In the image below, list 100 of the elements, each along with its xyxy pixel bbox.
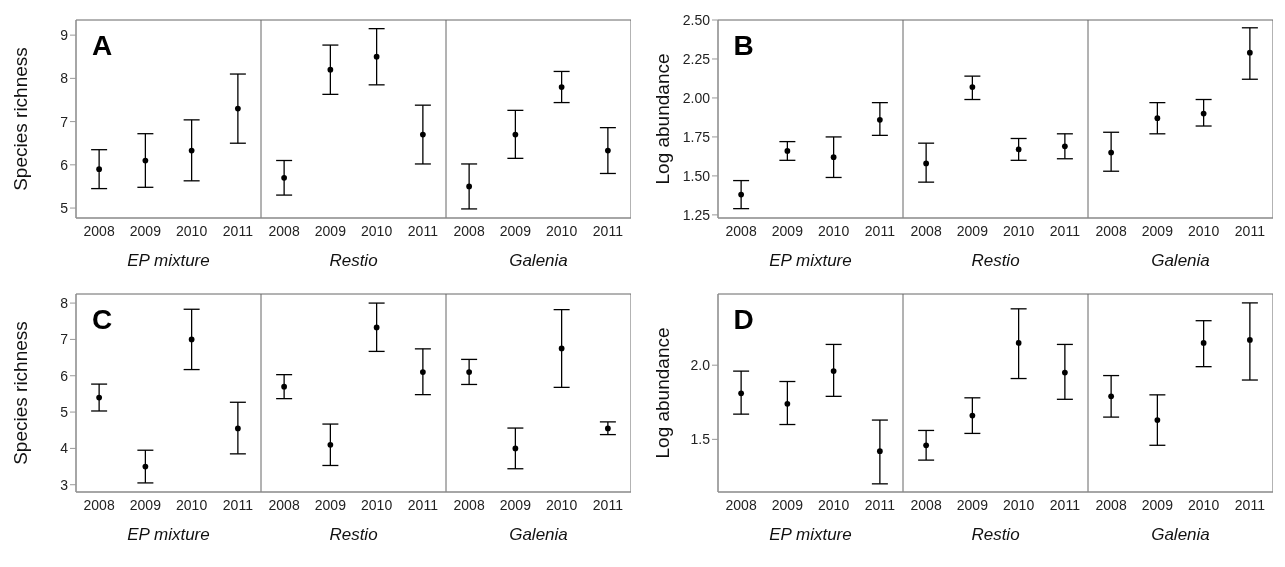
x-tick-label: 2011 [592, 496, 624, 513]
point [373, 53, 380, 60]
x-tick-label: 2010 [176, 496, 208, 513]
y-tick-label: 1.25 [682, 206, 710, 223]
point [1061, 369, 1068, 376]
point [830, 368, 836, 374]
x-tick-label: 2010 [546, 222, 578, 239]
point [281, 383, 287, 390]
x-tick-label: 2008 [453, 222, 485, 239]
point [1107, 393, 1114, 400]
point [1154, 417, 1160, 423]
y-tick-label: 2.0 [690, 357, 710, 374]
point [281, 174, 287, 181]
x-tick-label: 2009 [499, 222, 532, 239]
point [922, 160, 929, 167]
x-tick-label: 2009 [771, 222, 803, 239]
point [922, 442, 929, 449]
x-tick-label: 2010 [817, 496, 849, 513]
point [327, 441, 334, 448]
x-tick-label: 2009 [129, 496, 162, 513]
x-tick-label: 2011 [864, 496, 895, 513]
y-tick-label: 8 [60, 295, 69, 312]
x-tick-label: 2010 [1002, 496, 1034, 513]
point [235, 425, 241, 432]
x-tick-label: 2011 [864, 222, 895, 239]
point [1200, 110, 1206, 117]
x-tick-label: 2009 [129, 222, 162, 239]
point [737, 390, 744, 397]
point [737, 191, 744, 198]
x-tick-label: 2011 [407, 222, 439, 239]
x-tick-label: 2010 [546, 496, 578, 513]
point [96, 166, 102, 173]
point [466, 369, 472, 375]
annotation: B [733, 30, 754, 62]
y-tick-label: 1.5 [690, 431, 710, 448]
x-tick-label: 2011 [592, 222, 624, 239]
point [142, 463, 149, 470]
point [142, 157, 149, 164]
point [1246, 337, 1253, 343]
x-axis-title: Galenia [1150, 525, 1210, 544]
point [327, 66, 334, 73]
y-axis-title: Log abundance [651, 53, 673, 185]
x-axis-title: Restio [329, 251, 378, 270]
y-tick-label: 8 [60, 70, 69, 87]
y-tick-label: 1.75 [682, 128, 710, 145]
point [1061, 143, 1068, 150]
annotation: A [92, 30, 113, 62]
y-tick-label: 2.50 [682, 11, 710, 28]
x-tick-label: 2011 [1234, 222, 1265, 239]
x-tick-label: 2010 [176, 222, 208, 239]
x-tick-label: 2010 [1187, 222, 1219, 239]
point [188, 147, 195, 154]
point [558, 84, 565, 90]
x-axis-title: EP mixture [768, 251, 852, 270]
point [466, 183, 472, 190]
x-tick-label: 2009 [499, 496, 532, 513]
point [1200, 340, 1206, 346]
y-axis-title: Species richness [9, 321, 31, 465]
x-tick-label: 2009 [314, 496, 347, 513]
y-tick-label: 9 [60, 27, 69, 44]
x-axis-title: Galenia [1150, 251, 1210, 270]
point [1154, 115, 1160, 122]
x-axis-title: EP mixture [768, 525, 852, 544]
x-tick-label: 2011 [1049, 222, 1080, 239]
point [235, 105, 241, 112]
point [512, 131, 519, 138]
point [1246, 49, 1253, 56]
point [512, 445, 519, 452]
annotation: C [92, 304, 113, 336]
x-tick-label: 2009 [956, 496, 988, 513]
y-tick-label: 7 [60, 331, 69, 348]
x-axis-title: Restio [970, 525, 1020, 544]
point [969, 84, 975, 90]
y-tick-label: 3 [60, 476, 69, 493]
x-axis-title: EP mixture [127, 251, 210, 270]
y-tick-label: 1.50 [682, 167, 710, 184]
x-tick-label: 2008 [910, 496, 942, 513]
x-tick-label: 2011 [1049, 496, 1080, 513]
x-tick-label: 2010 [817, 222, 849, 239]
point [558, 345, 565, 352]
x-tick-label: 2011 [1234, 496, 1265, 513]
point [420, 131, 426, 138]
y-tick-label: 7 [60, 113, 69, 130]
x-tick-label: 2008 [725, 496, 757, 513]
y-tick-label: 6 [60, 156, 69, 173]
x-tick-label: 2008 [725, 222, 757, 239]
y-tick-label: 2.00 [682, 89, 710, 106]
x-tick-label: 2010 [361, 222, 393, 239]
x-tick-label: 2008 [453, 496, 485, 513]
x-tick-label: 2009 [771, 496, 803, 513]
x-tick-label: 2008 [910, 222, 942, 239]
y-axis-title: Species richness [9, 47, 31, 191]
x-tick-label: 2011 [222, 496, 254, 513]
x-tick-label: 2009 [956, 222, 988, 239]
point [605, 425, 611, 432]
point [876, 116, 883, 123]
x-axis-title: Galenia [509, 525, 568, 544]
point [969, 412, 975, 419]
x-tick-label: 2010 [1187, 496, 1219, 513]
x-tick-label: 2009 [314, 222, 347, 239]
